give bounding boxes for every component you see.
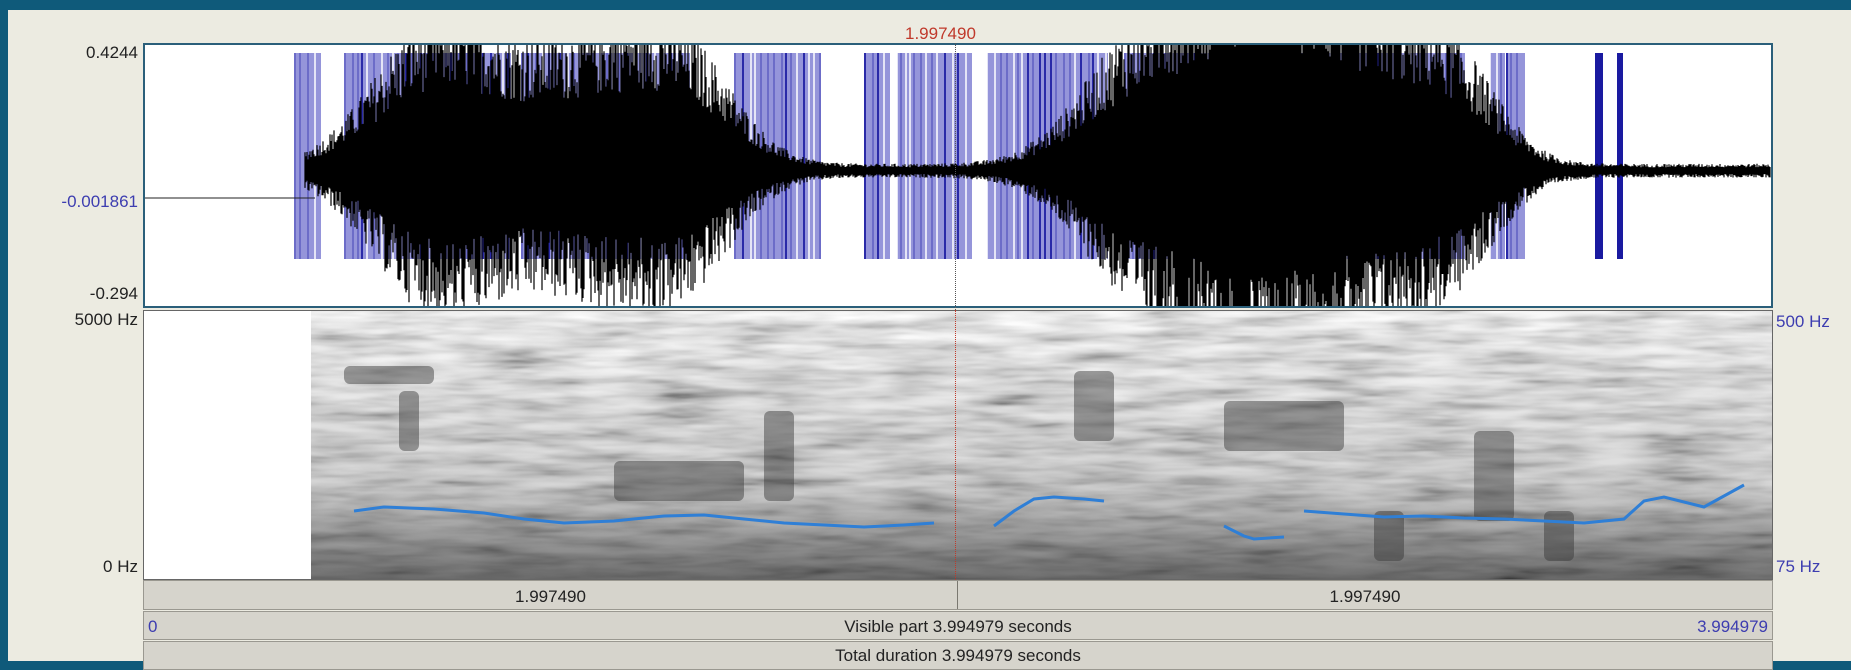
cursor-time-label: 1.997490 — [905, 24, 976, 43]
spectrogram-panel[interactable] — [143, 310, 1773, 580]
right-half-segment[interactable]: 1.997490 — [958, 581, 1772, 609]
formant-dark-region — [1374, 511, 1404, 561]
waveform-y-mid-label: -0.001861 — [61, 192, 138, 211]
waveform-trace — [304, 45, 1771, 306]
right-half-duration: 1.997490 — [1329, 587, 1401, 606]
time-selection-bar: 1.997490 1.997490 — [143, 580, 1773, 610]
pitch-bottom-label: 75 Hz — [1776, 557, 1821, 576]
spectrogram-freq-bottom-label: 0 Hz — [103, 557, 138, 576]
visible-end-time: 3.994979 — [1697, 617, 1768, 636]
waveform-y-max-label: 0.4244 — [86, 43, 138, 62]
selection-band — [1617, 53, 1623, 259]
visible-start-time: 0 — [148, 617, 158, 636]
formant-dark-region — [1074, 371, 1114, 441]
formant-dark-region — [399, 391, 419, 451]
pitch-track — [993, 495, 1105, 528]
waveform-y-min-label: -0.294 — [89, 284, 138, 303]
formant-dark-region — [764, 411, 794, 501]
visible-part-bar[interactable]: 0 Visible part 3.994979 seconds 3.994979 — [143, 611, 1773, 640]
pitch-track — [353, 505, 935, 529]
spectrogram-low-energy — [311, 311, 1772, 579]
left-half-segment[interactable]: 1.997490 — [144, 581, 958, 609]
selection-band — [1595, 53, 1603, 259]
waveform-plot[interactable] — [145, 45, 1771, 306]
formant-dark-region — [1544, 511, 1574, 561]
selection-band — [897, 53, 972, 259]
total-duration-bar[interactable]: Total duration 3.994979 seconds — [143, 641, 1773, 670]
spectrogram-dark-regions — [344, 366, 1574, 561]
waveform-samples — [304, 45, 1771, 306]
spectrogram-plot[interactable] — [144, 311, 1772, 579]
pitch-track — [1223, 524, 1285, 541]
left-half-duration: 1.997490 — [515, 587, 586, 606]
spectrogram-freq-top-label: 5000 Hz — [74, 310, 138, 329]
formant-dark-region — [1224, 401, 1344, 451]
pitch-top-label: 500 Hz — [1776, 312, 1830, 331]
formant-dark-region — [1474, 431, 1514, 521]
formant-dark-region — [344, 366, 434, 384]
total-duration-label: Total duration 3.994979 seconds — [835, 646, 1081, 665]
formant-dark-region — [614, 461, 744, 501]
visible-part-label: Visible part 3.994979 seconds — [844, 617, 1072, 636]
waveform-panel[interactable] — [143, 43, 1773, 308]
pitch-track — [1303, 483, 1745, 525]
